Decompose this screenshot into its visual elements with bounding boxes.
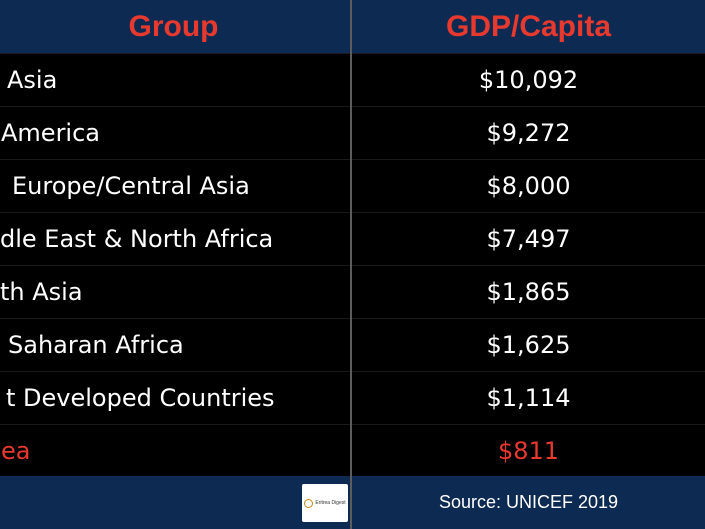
row-group-name: Asia [7, 65, 58, 94]
logo-text: Eritrea Digest [315, 500, 346, 506]
row-gdp-value: $1,865 [486, 277, 571, 306]
group-column-header: Group [128, 9, 219, 43]
row-group-name: America [1, 118, 100, 147]
row-group-name: dle East & North Africa [0, 224, 274, 253]
table-row: t Developed Countries $1,114 [0, 371, 705, 423]
row-group-name: Saharan Africa [8, 330, 184, 359]
row-group-name: ea [1, 436, 31, 465]
source-note: Source: UNICEF 2019 [438, 492, 619, 512]
gdp-column-header: GDP/Capita [445, 9, 612, 43]
row-gdp-value: $811 [497, 436, 560, 465]
row-group-name: th Asia [0, 277, 83, 306]
table-row: th Asia $1,865 [0, 265, 705, 317]
row-group-name: Europe/Central Asia [12, 171, 250, 200]
table-row: Europe/Central Asia $8,000 [0, 159, 705, 211]
row-gdp-value: $7,497 [486, 224, 571, 253]
row-gdp-value: $8,000 [486, 171, 571, 200]
table-row: dle East & North Africa $7,497 [0, 212, 705, 264]
table-row: America $9,272 [0, 106, 705, 158]
table-row: Saharan Africa $1,625 [0, 318, 705, 370]
table-row-highlighted: ea $811 [0, 424, 705, 476]
row-gdp-value: $10,092 [478, 65, 579, 94]
row-gdp-value: $1,625 [486, 330, 571, 359]
row-gdp-value: $9,272 [486, 118, 571, 147]
column-divider [350, 0, 352, 529]
table-header: Group GDP/Capita [0, 0, 705, 53]
table-row: Asia $10,092 [0, 53, 705, 105]
table-footer: Source: UNICEF 2019 [0, 476, 705, 529]
eritrea-digest-logo: Eritrea Digest [302, 484, 348, 522]
row-gdp-value: $1,114 [486, 383, 571, 412]
row-group-name: t Developed Countries [6, 383, 275, 412]
logo-mark-icon [304, 498, 314, 508]
